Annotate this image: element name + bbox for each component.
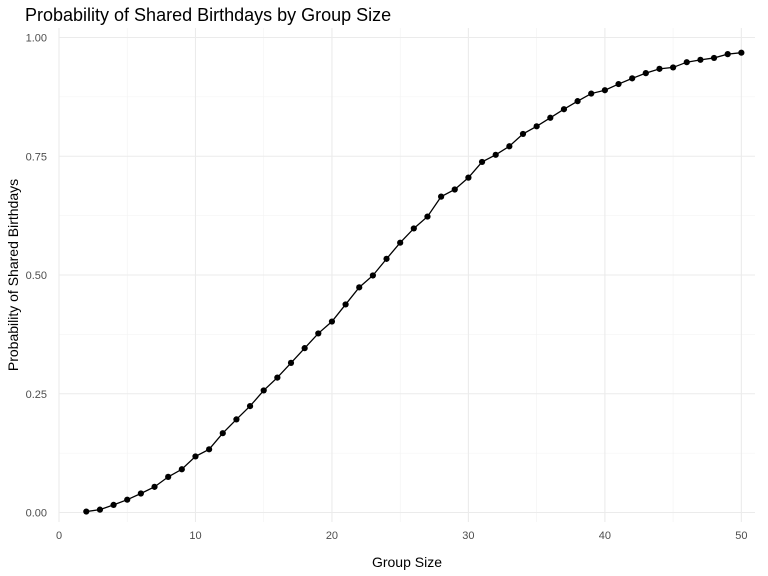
major-gridlines [58,28,755,522]
data-point [165,473,172,480]
data-point [574,98,581,105]
series-layer [83,49,745,515]
data-point [301,345,308,352]
data-point [369,272,376,279]
x-tick-label: 30 [462,530,474,542]
data-point [615,80,622,88]
data-point [246,403,254,410]
data-point [315,330,322,337]
data-point [547,114,554,121]
data-point [724,51,731,58]
data-point [738,49,745,56]
y-axis-title: Probability of Shared Birthdays [5,179,21,371]
data-point [656,65,663,72]
x-tick-label: 50 [735,530,747,542]
x-tick-label: 20 [326,530,338,542]
data-point [178,466,185,473]
data-point [397,239,404,246]
data-point [151,483,158,490]
data-point [519,130,527,138]
data-point [697,56,704,63]
chart-title: Probability of Shared Birthdays by Group… [25,5,392,25]
data-point [233,416,240,423]
data-point [110,501,117,508]
data-point [683,59,690,66]
data-point [328,318,336,325]
data-point [192,453,199,460]
data-point [124,496,131,503]
data-point [642,70,649,77]
data-point [219,430,226,437]
x-axis-title: Group Size [372,554,442,570]
y-axis-ticks: 0.00 0.25 0.50 0.75 1.00 [26,33,47,520]
x-tick-label: 10 [189,530,201,542]
x-tick-label: 0 [56,530,62,542]
data-point [629,75,636,82]
y-tick-label: 0.00 [26,508,47,520]
data-point [137,490,144,497]
data-point [206,446,213,453]
data-point [533,123,540,130]
data-point [383,255,390,262]
data-point [410,225,417,232]
data-point [465,174,472,181]
data-point [287,359,295,366]
data-point [83,508,90,515]
data-point [506,143,513,150]
data-point [356,284,363,291]
y-tick-label: 0.50 [26,270,47,282]
data-point [274,374,281,381]
data-point [451,186,458,193]
data-point [260,387,267,394]
data-point [478,158,486,166]
data-point [560,106,568,113]
data-point [342,301,349,308]
data-point [424,213,431,220]
data-point [438,193,445,200]
y-tick-label: 1.00 [26,33,47,45]
y-tick-label: 0.75 [26,151,47,163]
data-point [588,90,595,97]
data-point [710,54,718,62]
data-point [601,87,608,94]
x-tick-label: 40 [599,530,611,542]
series-line [86,52,742,513]
data-point [670,64,677,71]
data-point [492,151,499,158]
data-point [96,506,104,513]
x-axis-ticks: 0 10 20 30 40 50 [56,530,748,542]
y-tick-label: 0.25 [26,389,47,401]
